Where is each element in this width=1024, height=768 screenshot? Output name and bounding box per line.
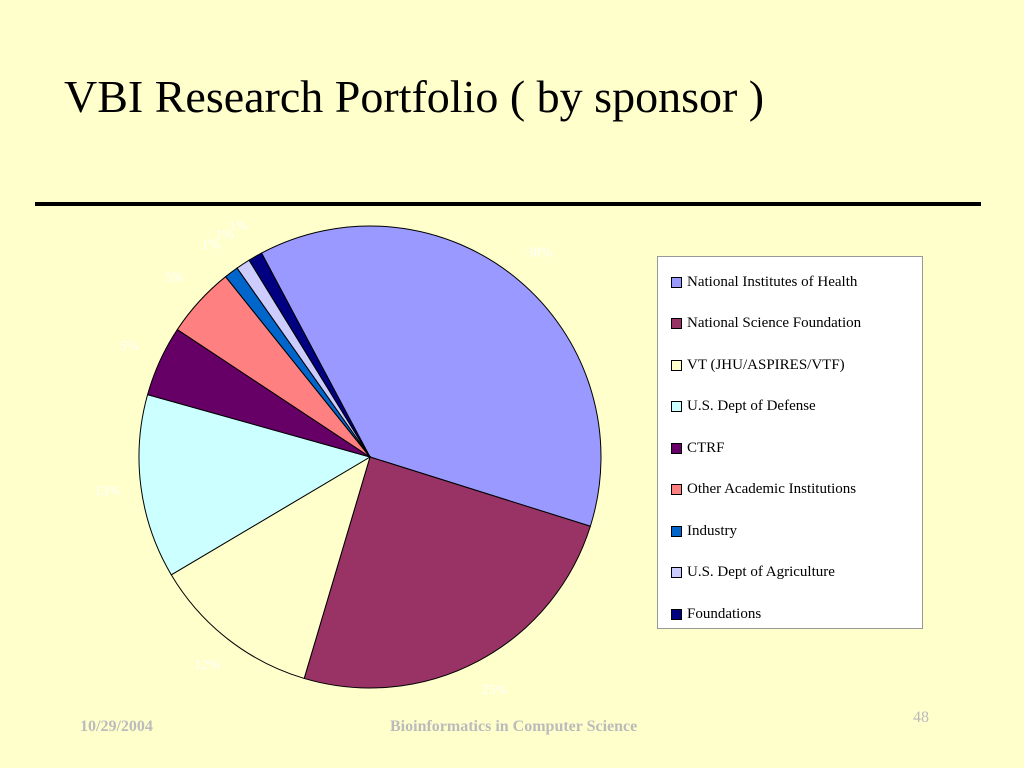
- pie-slice-2: [303, 456, 591, 689]
- pie-slice-4: [138, 394, 372, 576]
- legend-swatch: [671, 359, 682, 371]
- slide-title: VBI Research Portfolio ( by sponsor ): [64, 71, 765, 122]
- legend-swatch: [671, 442, 682, 454]
- pie-data-label-3: 12%: [194, 658, 220, 673]
- legend-item: National Science Foundation: [671, 314, 861, 334]
- legend-swatch: [671, 276, 682, 288]
- pie-data-label-1: 38%: [527, 245, 553, 260]
- legend-label: CTRF: [687, 439, 725, 456]
- pie-data-label-2: 25%: [482, 683, 508, 698]
- legend-item: U.S. Dept of Agriculture: [671, 563, 835, 583]
- pie-data-label-5: 5%: [120, 339, 139, 354]
- pie-data-label-6: 5%: [165, 271, 184, 286]
- chart-legend: National Institutes of Health National Sc…: [657, 256, 923, 629]
- pie-data-label-9: 1%: [229, 219, 248, 234]
- pie-slice-1: [260, 225, 602, 527]
- legend-swatch: [671, 401, 682, 412]
- legend-label: Foundations: [687, 605, 762, 622]
- legend-label: National Institutes of Health: [687, 273, 858, 290]
- footer-title: Bioinformatics in Computer Science: [390, 718, 638, 735]
- pie-data-label-4: 13%: [94, 484, 120, 499]
- pie-slice-9: [248, 252, 371, 458]
- legend-label: Other Academic Institutions: [687, 481, 857, 497]
- legend-item: U.S. Dept of Defense: [671, 397, 816, 417]
- pie-data-label-7: 1%: [201, 237, 220, 252]
- legend-label: Industry: [687, 522, 737, 539]
- legend-item: CTRF: [671, 438, 725, 458]
- legend-item: Foundations: [671, 604, 761, 624]
- legend-swatch: [671, 608, 682, 620]
- legend-item: Other Academic Institutions: [671, 480, 856, 500]
- legend-swatch: [671, 318, 682, 329]
- pie-slices: [138, 225, 602, 689]
- legend-swatch: [671, 484, 682, 495]
- legend-item: Industry: [671, 521, 737, 541]
- pie-slice-3: [170, 455, 371, 680]
- footer-date: 10/29/2004: [80, 718, 153, 735]
- legend-item: VT (JHU/ASPIRES/VTF): [671, 355, 845, 375]
- legend-label: National Science Foundation: [687, 315, 862, 331]
- legend-label: U.S. Dept of Defense: [687, 398, 816, 414]
- legend-swatch: [671, 525, 682, 537]
- legend-swatch: [671, 567, 682, 578]
- slide-number: 48: [913, 709, 929, 726]
- legend-label: U.S. Dept of Agriculture: [687, 564, 835, 580]
- pie-data-label-8: 1%: [215, 228, 234, 243]
- title-divider: [35, 202, 981, 206]
- legend-label: VT (JHU/ASPIRES/VTF): [687, 356, 845, 373]
- pie-data-labels: 38%25%12%13%5%5%1%1%1%: [94, 219, 552, 698]
- legend-item: National Institutes of Health: [671, 272, 857, 292]
